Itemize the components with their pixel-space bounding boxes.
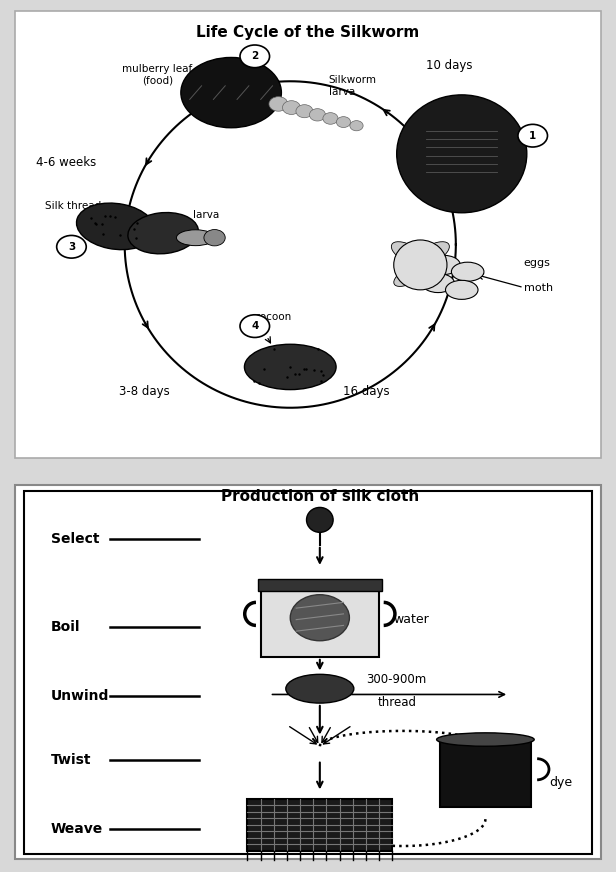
Ellipse shape xyxy=(391,242,426,265)
Text: Twist: Twist xyxy=(51,753,91,766)
Text: Unwind: Unwind xyxy=(51,690,109,704)
Ellipse shape xyxy=(437,732,534,746)
Circle shape xyxy=(518,125,548,147)
Text: 1: 1 xyxy=(529,131,537,140)
FancyBboxPatch shape xyxy=(24,491,592,854)
FancyBboxPatch shape xyxy=(261,582,379,657)
Ellipse shape xyxy=(128,213,198,254)
Text: 4: 4 xyxy=(251,321,259,331)
Circle shape xyxy=(350,120,363,131)
Text: eggs: eggs xyxy=(524,257,551,268)
Text: 16 days: 16 days xyxy=(344,385,390,399)
Bar xyxy=(257,579,382,590)
Text: water: water xyxy=(394,613,429,626)
Text: 3-8 days: 3-8 days xyxy=(119,385,169,399)
Circle shape xyxy=(309,109,325,121)
Text: 3: 3 xyxy=(68,242,75,252)
Text: 2: 2 xyxy=(251,51,258,61)
Text: Production of silk cloth: Production of silk cloth xyxy=(221,489,419,504)
Bar xyxy=(440,739,531,807)
Text: Silk thread: Silk thread xyxy=(45,201,101,211)
FancyBboxPatch shape xyxy=(15,486,601,860)
Ellipse shape xyxy=(307,508,333,532)
Bar xyxy=(248,799,392,851)
Text: 4-6 weeks: 4-6 weeks xyxy=(36,156,96,169)
Text: Select: Select xyxy=(51,532,99,546)
Text: moth: moth xyxy=(524,283,553,293)
Text: thread: thread xyxy=(377,697,416,710)
Text: dye: dye xyxy=(549,776,572,789)
Ellipse shape xyxy=(422,274,455,293)
Ellipse shape xyxy=(181,58,282,128)
Ellipse shape xyxy=(394,240,447,290)
Ellipse shape xyxy=(418,266,447,286)
Ellipse shape xyxy=(397,95,527,213)
Ellipse shape xyxy=(286,674,354,703)
Circle shape xyxy=(204,229,225,246)
Text: Silkworm
larva: Silkworm larva xyxy=(329,75,377,97)
Text: Boil: Boil xyxy=(51,620,80,634)
Circle shape xyxy=(240,315,270,337)
Ellipse shape xyxy=(176,230,215,246)
Text: cocoon: cocoon xyxy=(254,312,291,322)
Circle shape xyxy=(296,105,313,118)
Text: mulberry leaf
(food): mulberry leaf (food) xyxy=(122,64,192,85)
Ellipse shape xyxy=(452,262,484,282)
Circle shape xyxy=(240,45,270,68)
Circle shape xyxy=(323,112,338,124)
FancyBboxPatch shape xyxy=(15,11,601,458)
Ellipse shape xyxy=(445,280,478,299)
Ellipse shape xyxy=(245,344,336,390)
Text: 300-900m: 300-900m xyxy=(367,673,427,686)
Ellipse shape xyxy=(76,203,155,249)
Ellipse shape xyxy=(290,595,349,641)
Ellipse shape xyxy=(415,242,450,265)
Circle shape xyxy=(269,97,288,112)
Circle shape xyxy=(57,235,86,258)
Circle shape xyxy=(336,117,351,127)
Ellipse shape xyxy=(394,266,423,286)
Text: Life Cycle of the Silkworm: Life Cycle of the Silkworm xyxy=(197,24,419,39)
Ellipse shape xyxy=(428,255,460,275)
Text: Weave: Weave xyxy=(51,821,103,835)
Text: 10 days: 10 days xyxy=(426,59,472,72)
Circle shape xyxy=(283,100,301,114)
Text: larva: larva xyxy=(193,210,219,220)
